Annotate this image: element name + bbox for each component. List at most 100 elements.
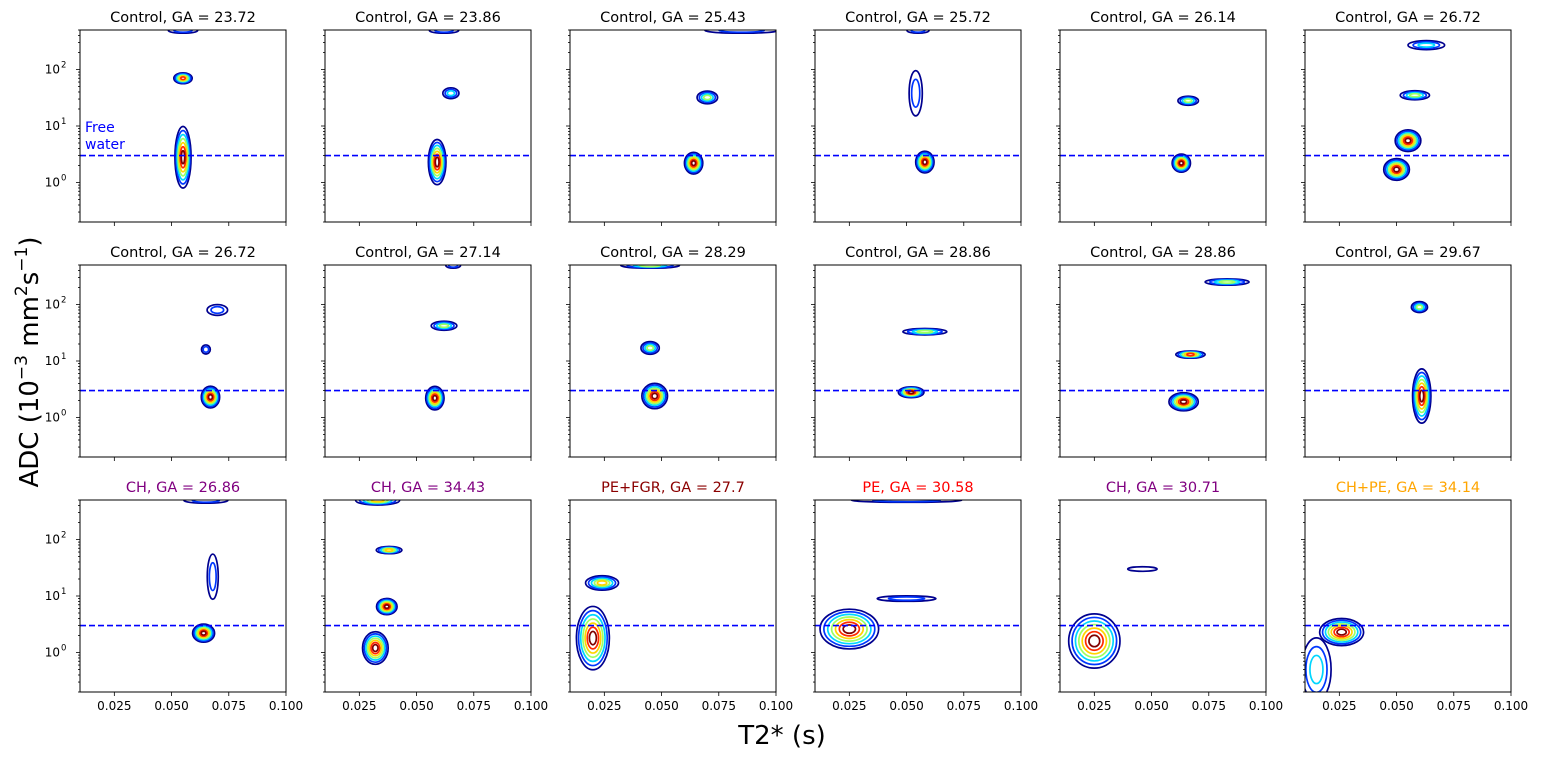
- contour-peak-4-level-1: [1407, 39, 1446, 51]
- contour-peak-1-level-5: [596, 580, 608, 586]
- x-tick-label: 0.025: [1077, 699, 1111, 713]
- panel-frame: [1059, 264, 1267, 458]
- contour-peak-1-level-6: [1333, 626, 1350, 638]
- panel-2: Control, GA = 23.86: [321, 10, 532, 226]
- panel-frame: [569, 264, 777, 458]
- contour-peak-2-level-3: [1309, 654, 1324, 685]
- contour-peak-2-level-4: [687, 155, 700, 171]
- free-water-label-line2: water: [85, 137, 125, 153]
- x-tick-label: 0.025: [342, 699, 376, 713]
- panel-title: CH, GA = 30.71: [1106, 480, 1220, 496]
- contour-peak-1-level-2: [433, 321, 455, 331]
- contour-peak-3-level-6: [206, 392, 215, 402]
- y-axis-label: ADC (10−3 mm2s−1): [12, 236, 45, 487]
- contour-peak-2-level-6: [198, 629, 209, 638]
- contour-peak-1-level-1: [584, 574, 620, 592]
- contour-peak-2-level-1: [375, 597, 398, 616]
- contour-peak-4-level-3: [1417, 42, 1436, 48]
- contour-peak-3-level-3: [365, 635, 386, 661]
- contour-peak-1-level-4: [702, 94, 712, 101]
- contour-group: [183, 500, 229, 644]
- panel-frame: [79, 499, 287, 693]
- y-tick-label: 10: [45, 297, 60, 311]
- contour-peak-2-level-5: [834, 618, 865, 640]
- y-tick-label: 10: [45, 354, 60, 368]
- contour-peak-2-level-5: [429, 391, 441, 405]
- x-tick-label: 0.075: [1437, 699, 1471, 713]
- x-tick-label: 0.100: [1249, 699, 1283, 713]
- contour-peak-2-level-7: [1418, 389, 1425, 403]
- contour-peak-1-level-3: [644, 343, 657, 353]
- contour-peak-2-level-2: [642, 384, 667, 408]
- contour-peak-2-level-3: [917, 153, 933, 171]
- contour-peak-1-level-2: [210, 305, 225, 315]
- panel-14: CH, GA = 34.43 0.025 0.050 0.075 0.100: [321, 480, 548, 713]
- contour-peak-1-level-3: [1324, 621, 1359, 643]
- contour-peak-2-level-2: [1305, 645, 1328, 692]
- contour-peak-2-level-1: [1305, 637, 1332, 692]
- contour-peak-4-level-2: [1412, 41, 1441, 50]
- contour-peak-1-level-1: [908, 69, 924, 117]
- contour-peak-1-level-1: [206, 553, 220, 601]
- y-tick-exponent: 1: [61, 352, 66, 362]
- contour-peak-2-level-6: [1177, 159, 1186, 168]
- contour-peak-1-level-4: [916, 329, 934, 334]
- contour-peak-3-level-3: [1171, 394, 1196, 410]
- panel-frame: [1059, 499, 1267, 693]
- x-tick-label: 0.075: [212, 699, 246, 713]
- contour-peak-2-level-6: [586, 626, 600, 650]
- contour-peak-3-level-1: [1382, 157, 1411, 182]
- y-tick-exponent: 0: [61, 644, 66, 654]
- panel-17: CH, GA = 30.71 0.025 0.050 0.075 0.100: [1056, 480, 1283, 713]
- contour-peak-2-level-4: [1415, 378, 1429, 414]
- contour-peak-1-level-3: [1414, 303, 1425, 311]
- contour-peak-3-level-2: [363, 633, 388, 664]
- contour-peak-2-level-7: [200, 630, 207, 636]
- x-tick-label: 0.025: [587, 699, 621, 713]
- panel-title: CH, GA = 26.86: [126, 480, 240, 496]
- contour-peak-1-level-2: [887, 596, 926, 602]
- contour-peak-2-level-6: [1417, 385, 1426, 407]
- contour-group: [619, 265, 681, 410]
- contour-peak-1-level-2: [587, 576, 617, 590]
- panel-6: Control, GA = 26.72: [1301, 10, 1512, 226]
- x-tick-label: 0.025: [1322, 699, 1356, 713]
- contour-peak-1-level-1: [1318, 617, 1365, 647]
- x-tick-label: 0.050: [154, 699, 188, 713]
- x-tick-label: 0.050: [1379, 699, 1413, 713]
- contour-peak-2-level-1: [914, 150, 935, 174]
- contour-peak-2-level-3: [644, 385, 665, 407]
- y-axis-label-s: s: [15, 272, 45, 286]
- y-tick-exponent: 2: [61, 295, 66, 305]
- contour-peak-1-level-1: [1399, 89, 1431, 101]
- contour-peak-2-level-2: [193, 624, 214, 642]
- contour-group: [167, 30, 199, 189]
- panel-3: Control, GA = 25.43: [566, 10, 777, 226]
- contour-peak-2-level-3: [1397, 131, 1419, 150]
- contour-peak-2-level-4: [830, 616, 868, 642]
- contour-peak-1-level-2: [208, 561, 217, 592]
- contour-peak-2-level-2: [1071, 616, 1118, 666]
- x-tick-label: 0.025: [97, 699, 131, 713]
- contour-peak-2-level-5: [1081, 627, 1108, 655]
- contour-peak-2-level-5: [1176, 158, 1187, 169]
- contour-peak-1-level-7: [1336, 628, 1348, 636]
- contour-peak-3-level-6: [1177, 397, 1190, 406]
- y-axis-label-mid: mm: [15, 296, 45, 355]
- contour-peak-2-level-7: [690, 160, 697, 167]
- contour-peak-3-level-1: [361, 630, 390, 666]
- panel-title: CH, GA = 34.43: [371, 480, 485, 496]
- x-tick-label: 0.100: [1004, 699, 1038, 713]
- panel-frame: [1304, 499, 1512, 693]
- contour-peak-2-level-4: [1399, 133, 1417, 149]
- x-tick-label: 0.100: [269, 699, 303, 713]
- y-tick-exponent: 2: [61, 530, 66, 540]
- contour-peak-2-level-7: [1404, 137, 1412, 144]
- contour-peak-2-level-1: [1171, 153, 1192, 174]
- contour-peak-1-level-4: [1218, 279, 1236, 285]
- contour-peak-2-level-2: [426, 387, 444, 410]
- contour-peak-2-level-3: [1074, 620, 1115, 662]
- contour-peak-3-level-3: [1386, 160, 1407, 179]
